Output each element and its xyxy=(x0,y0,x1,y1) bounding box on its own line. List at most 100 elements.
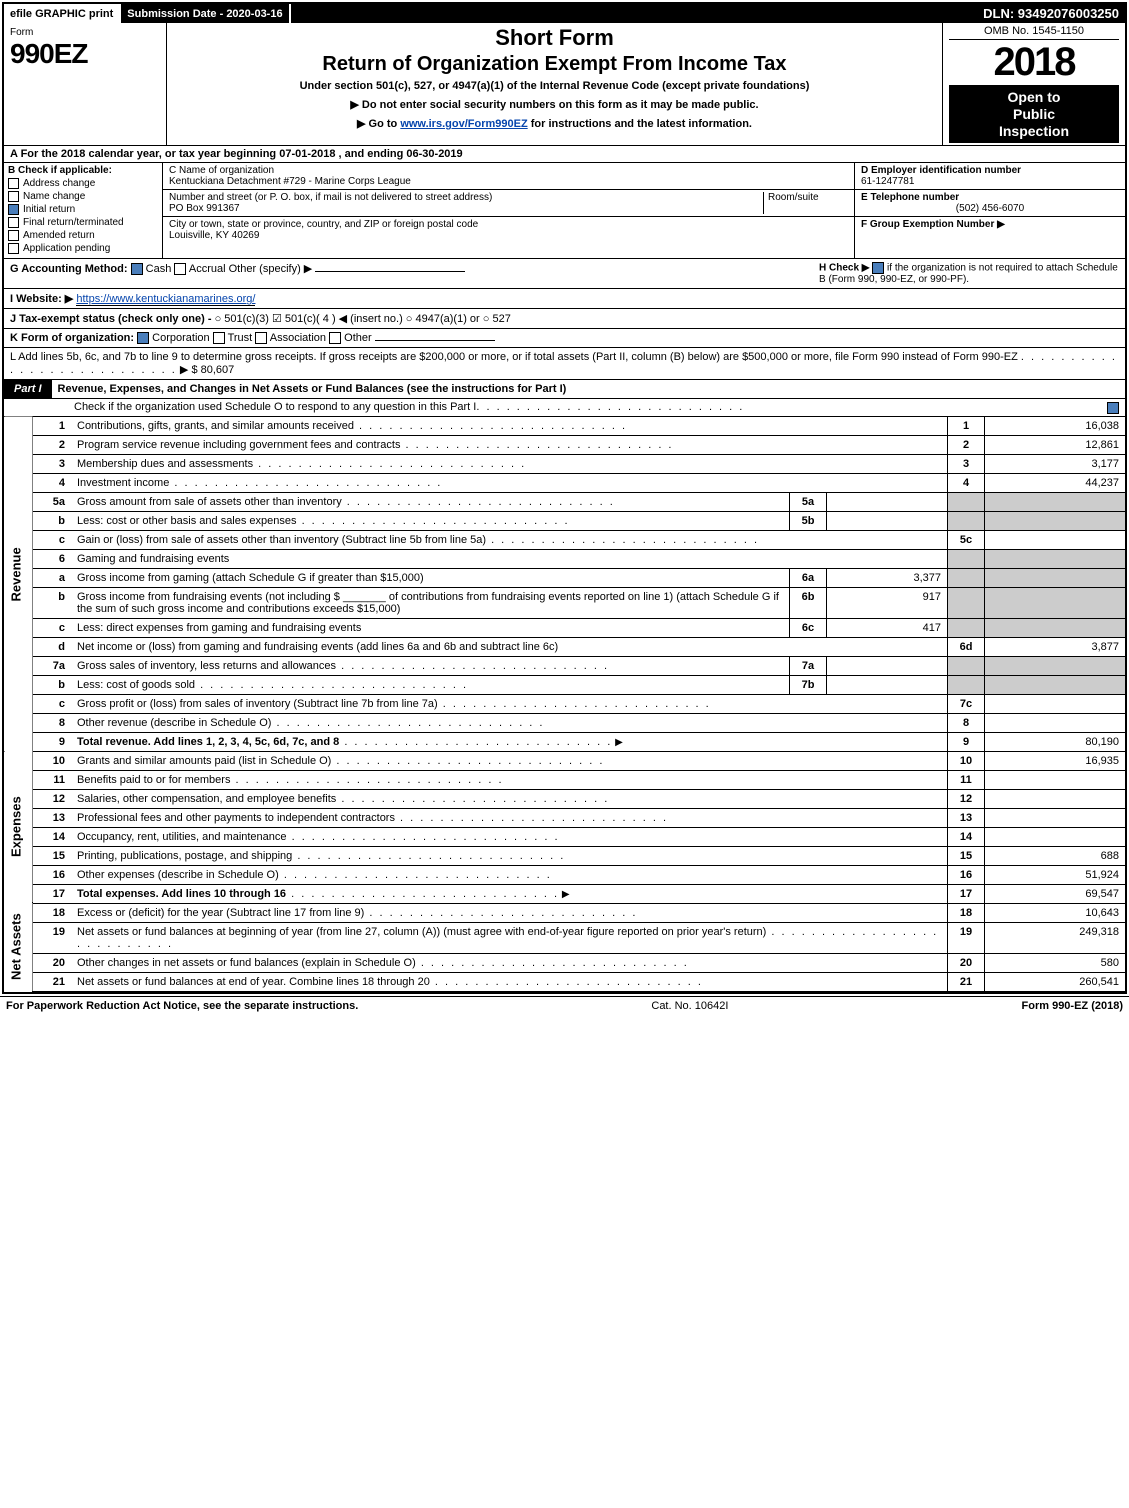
line-20-desc: Other changes in net assets or fund bala… xyxy=(77,957,416,969)
line-14-num: 14 xyxy=(33,827,74,846)
line-17-num: 17 xyxy=(33,884,74,903)
return-title: Return of Organization Exempt From Incom… xyxy=(173,53,936,76)
line-14-value xyxy=(985,827,1126,846)
line-2-desc: Program service revenue including govern… xyxy=(77,439,400,451)
goto-prefix: ▶ Go to xyxy=(357,118,400,130)
chk-corporation[interactable] xyxy=(137,332,149,344)
line-8-desc: Other revenue (describe in Schedule O) xyxy=(77,717,271,729)
room-label: Room/suite xyxy=(768,192,848,203)
line-6c-mval: 417 xyxy=(827,618,948,637)
line-15-desc: Printing, publications, postage, and shi… xyxy=(77,850,292,862)
line-19-desc: Net assets or fund balances at beginning… xyxy=(77,926,766,938)
line-3-desc: Membership dues and assessments xyxy=(77,458,253,470)
line-10-colnum: 10 xyxy=(948,751,985,770)
phone-label: E Telephone number xyxy=(861,192,1119,203)
footer-left: For Paperwork Reduction Act Notice, see … xyxy=(6,1000,358,1012)
line-6c-mini: 6c xyxy=(790,618,827,637)
line-5b-grey-val xyxy=(985,511,1126,530)
line-6a-mini: 6a xyxy=(790,568,827,587)
street-label: Number and street (or P. O. box, if mail… xyxy=(169,192,763,203)
chk-initial-return[interactable]: Initial return xyxy=(8,204,158,215)
chk-address-change[interactable]: Address change xyxy=(8,178,158,189)
line-6b-mini: 6b xyxy=(790,587,827,618)
line-18-colnum: 18 xyxy=(948,903,985,922)
group-exemption-label: F Group Exemption Number ▶ xyxy=(861,219,1119,230)
association-label: Association xyxy=(270,332,326,344)
line-8-colnum: 8 xyxy=(948,713,985,732)
line-13-desc: Professional fees and other payments to … xyxy=(77,812,395,824)
chk-association[interactable] xyxy=(255,332,267,344)
revenue-side-label: Revenue xyxy=(4,417,33,733)
line-17-value: 69,547 xyxy=(985,884,1126,903)
line-18-num: 18 xyxy=(33,903,74,922)
line-16-colnum: 16 xyxy=(948,865,985,884)
line-12-desc: Salaries, other compensation, and employ… xyxy=(77,793,336,805)
form-title-block: Short Form Return of Organization Exempt… xyxy=(167,23,943,145)
efile-print-label: efile GRAPHIC print xyxy=(4,4,121,23)
period-mid: , and ending xyxy=(339,148,407,160)
line-8-value xyxy=(985,713,1126,732)
line-10-num: 10 xyxy=(33,751,74,770)
line-14-colnum: 14 xyxy=(948,827,985,846)
line-11-colnum: 11 xyxy=(948,770,985,789)
chk-other-org[interactable] xyxy=(329,332,341,344)
line-11-desc: Benefits paid to or for members xyxy=(77,774,230,786)
chk-accrual[interactable] xyxy=(174,263,186,275)
chk-cash[interactable] xyxy=(131,263,143,275)
page-footer: For Paperwork Reduction Act Notice, see … xyxy=(0,996,1129,1015)
goto-suffix: for instructions and the latest informat… xyxy=(531,118,752,130)
line-6-desc: Gaming and fundraising events xyxy=(73,549,948,568)
line-3-value: 3,177 xyxy=(985,454,1126,473)
line-7c-colnum: 7c xyxy=(948,694,985,713)
row-k-form-of-org: K Form of organization: Corporation Trus… xyxy=(4,329,1125,348)
open-public-badge: Open to Public Inspection xyxy=(949,85,1119,143)
box-b-heading: B Check if applicable: xyxy=(8,165,158,176)
chk-name-change[interactable]: Name change xyxy=(8,191,158,202)
phone-value: (502) 456-6070 xyxy=(861,203,1119,214)
street-value: PO Box 991367 xyxy=(169,203,763,214)
website-link[interactable]: https://www.kentuckianamarines.org/ xyxy=(76,293,255,306)
other-org-blank[interactable] xyxy=(375,340,495,341)
part-1-subtitle-row: Check if the organization used Schedule … xyxy=(4,399,1125,416)
chk-amended-return[interactable]: Amended return xyxy=(8,230,158,241)
form-number: 990EZ xyxy=(10,38,160,70)
other-specify-label: Other (specify) ▶ xyxy=(229,263,313,275)
line-15-value: 688 xyxy=(985,846,1126,865)
line-21-num: 21 xyxy=(33,972,74,991)
line-18-value: 10,643 xyxy=(985,903,1126,922)
form-number-block: Form 990EZ xyxy=(4,23,167,145)
period-label: A For the 2018 calendar year, or tax yea… xyxy=(10,148,279,160)
line-19-value: 249,318 xyxy=(985,922,1126,953)
line-19-colnum: 19 xyxy=(948,922,985,953)
line-11-num: 11 xyxy=(33,770,74,789)
line-5c-num: c xyxy=(33,530,74,549)
schedule-o-check[interactable] xyxy=(1107,401,1119,413)
accounting-label: G Accounting Method: xyxy=(10,263,128,275)
other-specify-blank[interactable] xyxy=(315,271,465,272)
line-10-desc: Grants and similar amounts paid (list in… xyxy=(77,755,331,767)
line-9-num: 9 xyxy=(33,732,74,751)
ein-value: 61-1247781 xyxy=(861,176,1119,187)
open-public-line1: Open to xyxy=(951,89,1117,106)
line-5a-grey-val xyxy=(985,492,1126,511)
line-4-num: 4 xyxy=(33,473,74,492)
gross-receipts-text: L Add lines 5b, 6c, and 7b to line 9 to … xyxy=(10,351,1018,363)
tax-year: 2018 xyxy=(949,40,1119,85)
line-9-colnum: 9 xyxy=(948,732,985,751)
line-5b-grey xyxy=(948,511,985,530)
line-6b-grey xyxy=(948,587,985,618)
chk-application-pending[interactable]: Application pending xyxy=(8,243,158,254)
line-5c-value xyxy=(985,530,1126,549)
line-5b-desc: Less: cost or other basis and sales expe… xyxy=(77,515,297,527)
line-7a-desc: Gross sales of inventory, less returns a… xyxy=(77,660,336,672)
part-1-subtitle: Check if the organization used Schedule … xyxy=(74,401,476,413)
row-h-schedule-b: H Check ▶ if the organization is not req… xyxy=(813,262,1119,285)
chk-final-return[interactable]: Final return/terminated xyxy=(8,217,158,228)
chk-trust[interactable] xyxy=(213,332,225,344)
net-assets-side-label: Net Assets xyxy=(4,903,33,991)
chk-schedule-b[interactable] xyxy=(872,262,884,274)
irs-link[interactable]: www.irs.gov/Form990EZ xyxy=(400,118,527,130)
h-label: H Check ▶ xyxy=(819,263,872,274)
form-word: Form xyxy=(10,27,160,38)
line-5a-grey xyxy=(948,492,985,511)
